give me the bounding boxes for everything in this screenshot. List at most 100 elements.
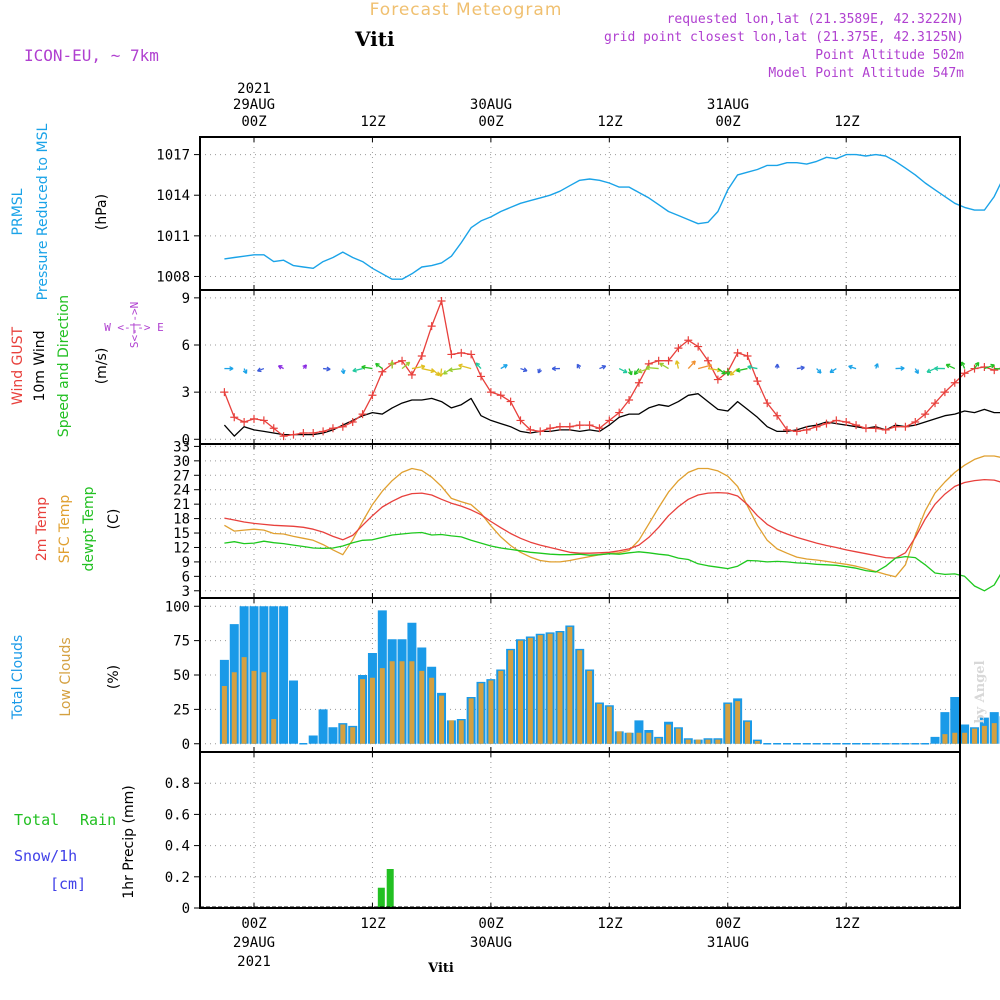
low-cloud-bar: [666, 724, 672, 744]
gust-point: [486, 388, 495, 397]
wind-arrow-head: [848, 364, 853, 370]
low-cloud-bar: [360, 679, 366, 744]
low-cloud-bar: [537, 635, 543, 744]
gust-point: [911, 418, 920, 426]
gust-point: [319, 427, 328, 436]
gust-point: [240, 418, 249, 426]
low-cloud-bar: [725, 703, 731, 744]
y-tick-label: 0.6: [165, 807, 190, 823]
top-tick-2: 12Z: [360, 114, 385, 130]
y-tick-label: 0.4: [165, 839, 190, 855]
total-cloud-bar: [634, 720, 644, 744]
wind-arrow-head: [522, 367, 528, 373]
wind-arrow-head: [601, 364, 607, 370]
gust-point: [704, 356, 713, 365]
top-tick-5: 00Z: [715, 114, 740, 130]
wind-speed-line: [223, 393, 1000, 437]
gust-point: [417, 352, 426, 360]
low-cloud-bar: [952, 732, 958, 744]
gust-point: [674, 344, 683, 353]
gust-point: [595, 424, 604, 433]
low-cloud-bar: [389, 661, 395, 744]
low-cloud-bar: [656, 738, 662, 744]
requested-coords: requested lon,lat (21.3589E, 42.3222N): [667, 12, 964, 27]
wind-arrow-head: [302, 364, 308, 369]
credit-label: by Angel: [973, 660, 988, 723]
y-tick-label: 1008: [156, 269, 190, 285]
y-tick-label: 18: [173, 512, 190, 528]
wind-arrow: [361, 366, 373, 370]
precip-label-rain: Rain: [80, 811, 116, 829]
wind-arrow-head: [990, 363, 995, 369]
y-tick-labels: 1008101110141017036936912151821242730330…: [156, 148, 190, 917]
total-cloud-bar: [269, 606, 279, 744]
wind-arrow: [421, 367, 435, 372]
wind-arrow: [458, 364, 472, 370]
gust-point: [289, 430, 298, 439]
low-cloud-bar: [488, 680, 494, 744]
wind-arrow-head: [438, 372, 444, 377]
wind-arrow: [945, 363, 956, 370]
compass-we: W <-|-> E: [104, 321, 164, 334]
low-cloud-bar: [577, 650, 583, 744]
wind-arrow-head: [900, 365, 905, 371]
top-year: 2021: [237, 81, 271, 97]
gust-point: [802, 425, 811, 434]
wind-arrow-head: [707, 363, 713, 369]
wind-arrow: [747, 366, 758, 370]
gust-point: [575, 421, 584, 430]
wind-arrow-head: [914, 369, 919, 375]
low-cloud-bar: [448, 720, 454, 744]
y-tick-label: 9: [182, 291, 190, 307]
low-cloud-bar: [942, 734, 948, 744]
wind-arrow-head: [736, 367, 741, 373]
total-cloud-bar: [279, 606, 289, 744]
bottom-time-axis: 00Z 12Z 00Z 12Z 00Z 12Z 29AUG 30AUG 31AU…: [233, 916, 860, 970]
low-cloud-bar: [517, 640, 523, 744]
gust-point: [555, 422, 564, 431]
wind-arrow-head: [537, 368, 542, 374]
total-cloud-bar: [930, 736, 940, 744]
pressure-label-1: PRMSL: [10, 188, 26, 235]
gust-point: [467, 350, 476, 359]
wind-arrow-head: [816, 369, 822, 374]
gust-point: [328, 424, 337, 433]
dewpt-line: [224, 531, 1000, 592]
temp-label-2: SFC Temp: [57, 495, 73, 564]
wind-arrow: [448, 367, 462, 371]
low-cloud-bar: [231, 672, 237, 744]
y-tick-label: 0: [182, 901, 190, 917]
gust-point: [220, 388, 229, 397]
low-cloud-bar: [399, 661, 405, 744]
chart-title: Forecast Meteogram: [370, 0, 563, 20]
gust-point: [536, 427, 545, 436]
gust-point: [891, 422, 900, 431]
precip-label-snow: Snow/1h: [14, 847, 77, 865]
low-cloud-bar: [991, 723, 997, 744]
wind-arrow-head: [628, 370, 633, 376]
gust-point: [398, 356, 407, 365]
point-altitude: Point Altitude 502m: [815, 48, 964, 63]
wind-arrow-head: [448, 367, 453, 373]
panel-frame: [199, 751, 961, 909]
precip-label-cm: [cm]: [50, 875, 86, 893]
total-cloud-bar: [950, 697, 960, 744]
wind-label-1: Wind GUST: [10, 326, 26, 405]
low-cloud-bar: [735, 701, 741, 744]
low-cloud-bar: [468, 698, 474, 744]
low-cloud-bar: [429, 677, 435, 744]
gust-point: [664, 356, 673, 365]
gust-point: [477, 372, 486, 381]
bottom-date-2: 30AUG: [470, 935, 512, 951]
y-tick-label: 6: [182, 338, 190, 354]
cloud-label-3: (%): [106, 665, 122, 689]
cloud-label-2: Low Clouds: [58, 637, 74, 716]
gust-point: [792, 427, 801, 436]
total-cloud-bar: [328, 727, 338, 744]
temp-labels: 2m Temp SFC Temp dewpt Temp (C): [34, 486, 122, 571]
wind-arrow: [697, 364, 712, 370]
wind-arrow-head: [340, 369, 346, 375]
low-cloud-bar: [616, 731, 622, 744]
y-tick-label: 1014: [156, 188, 190, 204]
gust-point: [654, 356, 663, 365]
